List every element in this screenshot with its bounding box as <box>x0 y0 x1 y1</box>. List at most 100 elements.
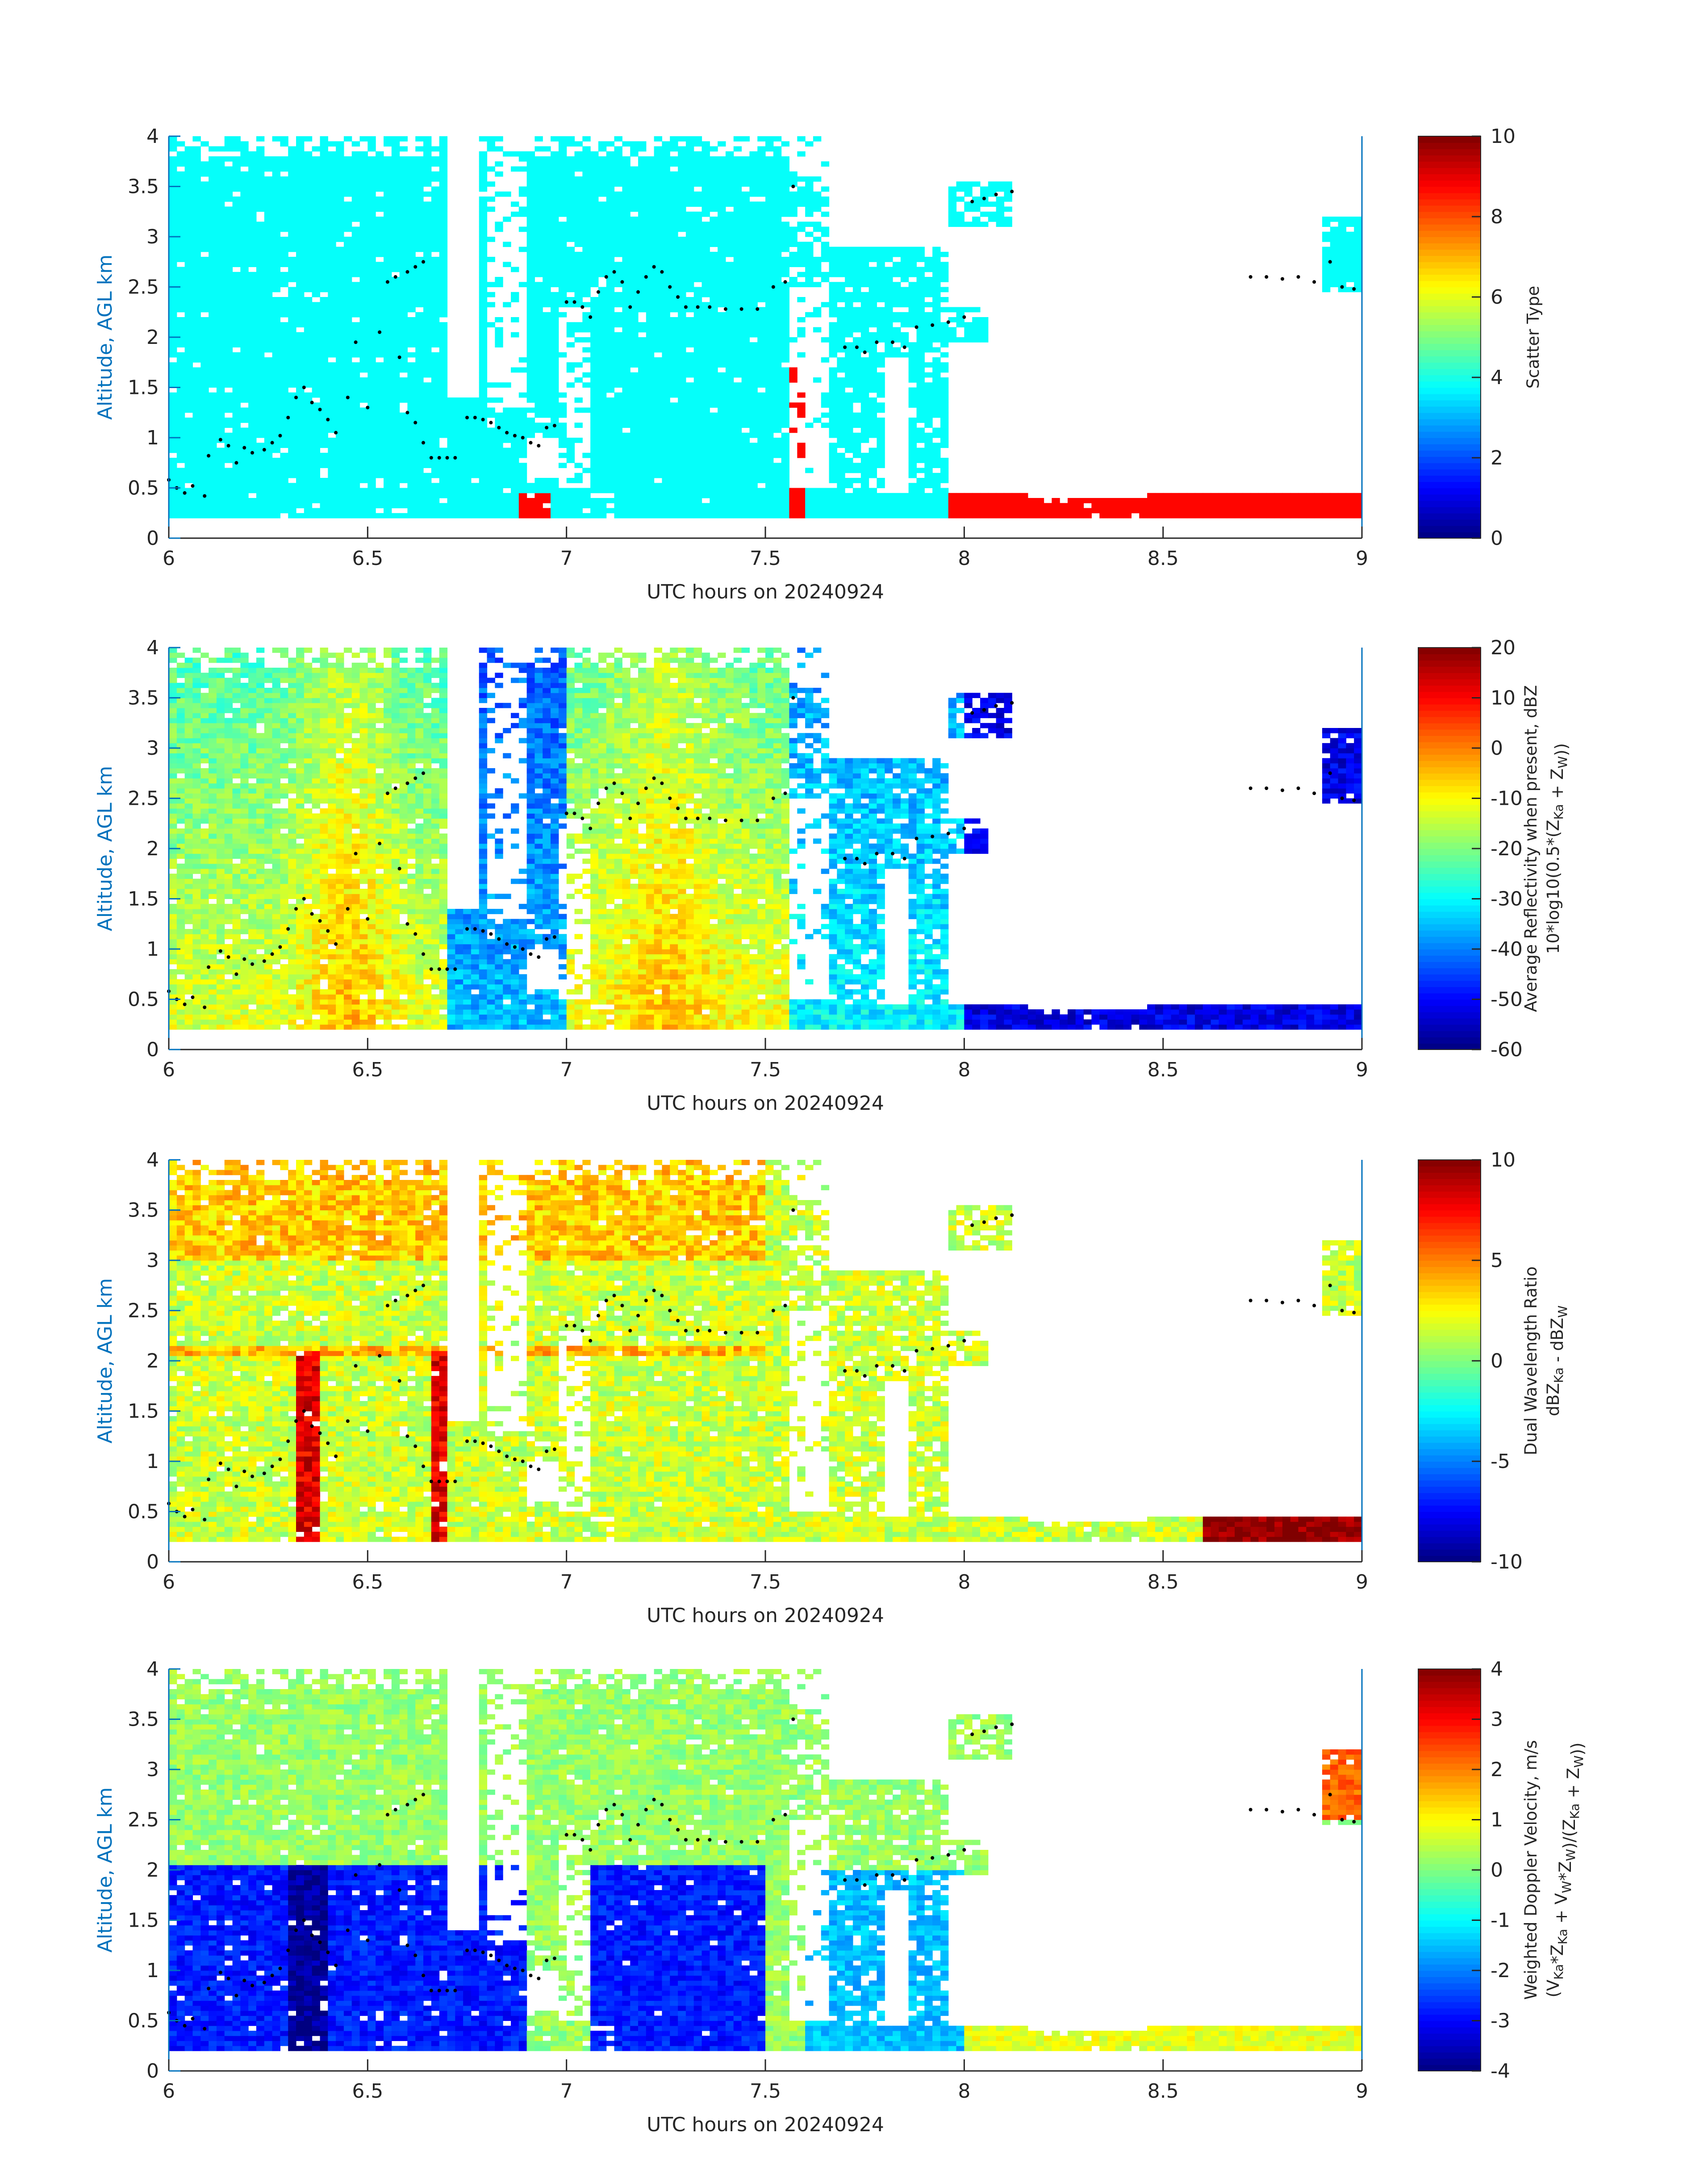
heatmap-cell <box>662 307 670 313</box>
heatmap-cell <box>407 232 415 237</box>
heatmap-cell <box>185 513 193 519</box>
heatmap-cell <box>400 488 408 494</box>
heatmap-cell <box>742 192 750 197</box>
heatmap-cell <box>678 136 686 142</box>
heatmap-cell <box>256 377 264 383</box>
heatmap-cell <box>225 307 233 313</box>
heatmap-cell <box>742 372 750 378</box>
heatmap-cell <box>400 422 408 428</box>
heatmap-cell <box>463 468 471 473</box>
heatmap-cell <box>225 156 233 162</box>
heatmap-cell <box>726 317 734 322</box>
heatmap-cell <box>304 418 312 423</box>
heatmap-cell <box>622 167 630 172</box>
heatmap-cell <box>352 272 360 277</box>
heatmap-cell <box>360 242 368 247</box>
heatmap-cell <box>773 372 781 378</box>
heatmap-cell <box>312 156 320 162</box>
heatmap-cell <box>726 347 734 353</box>
heatmap-cell <box>264 257 272 262</box>
heatmap-cell <box>392 377 400 383</box>
heatmap-cell <box>582 513 590 519</box>
heatmap-cell <box>678 382 686 388</box>
heatmap-cell <box>726 297 734 302</box>
heatmap-cell <box>296 322 304 327</box>
heatmap-cell <box>765 232 773 237</box>
heatmap-cell <box>264 513 272 519</box>
heatmap-cell <box>185 342 193 347</box>
heatmap-cell <box>646 302 654 307</box>
heatmap-cell <box>749 327 757 333</box>
heatmap-cell <box>678 508 686 514</box>
heatmap-cell <box>551 513 559 519</box>
heatmap-cell <box>296 443 304 448</box>
heatmap-cell <box>336 217 344 222</box>
heatmap-cell <box>288 368 296 373</box>
heatmap-cell <box>439 207 447 212</box>
heatmap-cell <box>702 267 710 272</box>
heatmap-cell <box>479 197 487 202</box>
heatmap-cell <box>527 302 535 307</box>
heatmap-cell <box>367 362 376 368</box>
heatmap-cell <box>192 342 200 347</box>
heatmap-cell <box>185 508 193 514</box>
heatmap-cell <box>551 388 559 393</box>
heatmap-cell <box>654 342 662 347</box>
heatmap-cell <box>185 187 193 192</box>
heatmap-cell <box>694 192 702 197</box>
heatmap-cell <box>519 282 527 287</box>
heatmap-cell <box>367 212 376 217</box>
heatmap-cell <box>582 192 590 197</box>
heatmap-cell <box>455 493 463 498</box>
heatmap-cell <box>336 372 344 378</box>
heatmap-cell <box>535 352 543 358</box>
heatmap-cell <box>217 277 225 282</box>
heatmap-cell <box>217 498 225 503</box>
heatmap-cell <box>535 212 543 217</box>
heatmap-cell <box>527 277 535 282</box>
heatmap-cell <box>384 372 392 378</box>
heatmap-cell <box>367 171 376 177</box>
heatmap-cell <box>376 382 384 388</box>
heatmap-cell <box>392 257 400 262</box>
heatmap-cell <box>471 443 479 448</box>
heatmap-cell <box>678 227 686 232</box>
heatmap-cell <box>606 207 614 212</box>
heatmap-cell <box>392 247 400 252</box>
heatmap-cell <box>185 307 193 313</box>
heatmap-cell <box>678 277 686 282</box>
heatmap-cell <box>543 237 551 242</box>
heatmap-cell <box>352 397 360 403</box>
heatmap-cell <box>678 438 686 443</box>
heatmap-cell <box>439 187 447 192</box>
heatmap-cell <box>360 388 368 393</box>
heatmap-cell <box>240 453 248 458</box>
heatmap-cell <box>742 262 750 267</box>
heatmap-cell <box>384 402 392 408</box>
heatmap-cell <box>288 473 296 478</box>
heatmap-cell <box>742 292 750 297</box>
heatmap-cell <box>662 262 670 267</box>
heatmap-cell <box>384 242 392 247</box>
heatmap-cell <box>344 187 352 192</box>
heatmap-cell <box>264 362 272 368</box>
heatmap-cell <box>400 317 408 322</box>
heatmap-cell <box>344 176 352 182</box>
heatmap-cell <box>749 422 757 428</box>
heatmap-cell <box>407 171 415 177</box>
heatmap-cell <box>225 372 233 378</box>
heatmap-cell <box>463 402 471 408</box>
heatmap-cell <box>233 397 241 403</box>
heatmap-cell <box>495 317 503 322</box>
heatmap-cell <box>710 317 718 322</box>
heatmap-cell <box>344 503 352 508</box>
heatmap-cell <box>312 237 320 242</box>
heatmap-cell <box>543 513 551 519</box>
heatmap-cell <box>551 332 559 338</box>
heatmap-cell <box>622 463 630 468</box>
heatmap-cell <box>479 408 487 413</box>
heatmap-cell <box>288 342 296 347</box>
heatmap-cell <box>773 368 781 373</box>
heatmap-cell <box>384 478 392 483</box>
heatmap-cell <box>431 327 439 333</box>
